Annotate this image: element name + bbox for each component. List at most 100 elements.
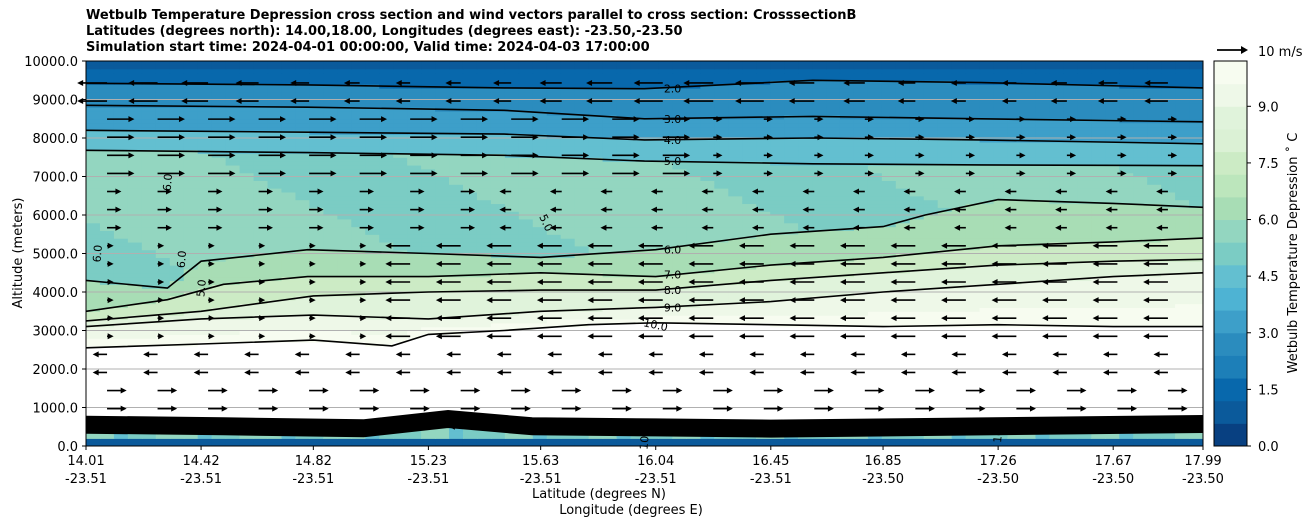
heatmap-cell [979, 249, 995, 255]
heatmap-cell [267, 372, 283, 378]
heatmap-cell [239, 295, 255, 301]
heatmap-cell [979, 326, 995, 332]
heatmap-cell [239, 334, 255, 339]
heatmap-cell [295, 307, 310, 312]
heatmap-cell [1021, 380, 1037, 385]
heatmap-cell [965, 438, 981, 443]
heatmap-cell [141, 438, 157, 443]
heatmap-cell [1147, 311, 1162, 316]
heatmap-cell [812, 380, 827, 385]
heatmap-cell [812, 407, 827, 412]
heatmap-cell [826, 261, 841, 266]
heatmap-cell [1175, 307, 1190, 312]
heatmap-cell [1077, 365, 1092, 370]
heatmap-cell [337, 376, 352, 382]
heatmap-cell [560, 226, 576, 231]
heatmap-cell [365, 384, 380, 389]
heatmap-cell [86, 226, 101, 231]
heatmap-cell [658, 280, 674, 285]
heatmap-cell [1119, 365, 1134, 370]
heatmap-cell [1035, 249, 1051, 255]
heatmap-cell [99, 307, 115, 312]
heatmap-cell [853, 299, 869, 305]
heatmap-cell [867, 407, 883, 412]
heatmap-cell [239, 211, 255, 216]
heatmap-cell [937, 257, 953, 262]
heatmap-cell [281, 203, 297, 208]
heatmap-cell [476, 338, 492, 343]
heatmap-cell [588, 438, 604, 443]
heatmap-cell [1063, 230, 1078, 235]
heatmap-cell [979, 241, 995, 247]
heatmap-cell [756, 249, 771, 255]
heatmap-cell [449, 430, 464, 436]
heatmap-cell [1119, 357, 1134, 362]
heatmap-cell [672, 226, 687, 231]
heatmap-cell [379, 292, 394, 297]
heatmap-cell [965, 241, 981, 247]
heatmap-cell [1007, 438, 1023, 443]
heatmap-cell [504, 303, 520, 308]
heatmap-cell [253, 322, 269, 328]
heatmap-cell [113, 222, 129, 228]
heatmap-cell [700, 315, 715, 320]
heatmap-cell [742, 415, 757, 420]
heatmap-cell [700, 226, 715, 231]
heatmap-cell [1077, 303, 1092, 308]
heatmap-cell [909, 345, 925, 351]
heatmap-cell [490, 384, 506, 389]
heatmap-cell [630, 372, 646, 378]
heatmap-cell [518, 311, 534, 316]
heatmap-cell [239, 276, 255, 282]
heatmap-cell [295, 207, 310, 212]
heatmap-cell [197, 295, 213, 301]
heatmap-cell [476, 388, 492, 393]
heatmap-cell [909, 369, 925, 374]
heatmap-cell [909, 322, 925, 328]
heatmap-cell [1091, 392, 1106, 397]
heatmap-cell [951, 272, 967, 278]
heatmap-cell [826, 207, 841, 212]
heatmap-cell [169, 442, 185, 446]
heatmap-cell [1035, 403, 1051, 409]
heatmap-cell [853, 268, 869, 274]
heatmap-cell [895, 388, 911, 393]
heatmap-cell [323, 311, 338, 316]
heatmap-cell [239, 388, 255, 393]
heatmap-cell [812, 253, 827, 258]
heatmap-cell [993, 411, 1009, 416]
heatmap-cell [923, 392, 939, 397]
heatmap-cell [127, 276, 143, 282]
heatmap-cell [1133, 215, 1148, 220]
heatmap-cell [462, 365, 478, 370]
heatmap-cell [798, 253, 813, 258]
heatmap-cell [337, 299, 352, 305]
heatmap-cell [449, 407, 464, 412]
heatmap-cell [1175, 345, 1190, 351]
heatmap-cell [1161, 215, 1176, 220]
heatmap-cell [881, 338, 897, 343]
heatmap-cell [895, 384, 911, 389]
heatmap-cell [421, 211, 436, 216]
heatmap-cell [658, 226, 674, 231]
heatmap-cell [211, 369, 227, 374]
heatmap-cell [672, 265, 687, 270]
heatmap-cell [435, 303, 450, 308]
heatmap-cell [923, 272, 939, 278]
heatmap-cell [560, 234, 576, 239]
heatmap-cell [225, 442, 241, 446]
heatmap-cell [867, 376, 883, 382]
heatmap-cell [574, 265, 590, 270]
heatmap-cell [239, 318, 255, 324]
heatmap-cell [560, 403, 576, 409]
heatmap-cell [421, 261, 436, 266]
heatmap-cell [169, 376, 185, 382]
heatmap-cell [1133, 407, 1148, 412]
heatmap-cell [1007, 307, 1023, 312]
heatmap-cell [393, 222, 408, 228]
heatmap-cell [239, 330, 255, 335]
heatmap-cell [1147, 226, 1162, 231]
heatmap-cell [1021, 369, 1037, 374]
heatmap-cell [714, 280, 729, 285]
heatmap-cell [756, 380, 771, 385]
